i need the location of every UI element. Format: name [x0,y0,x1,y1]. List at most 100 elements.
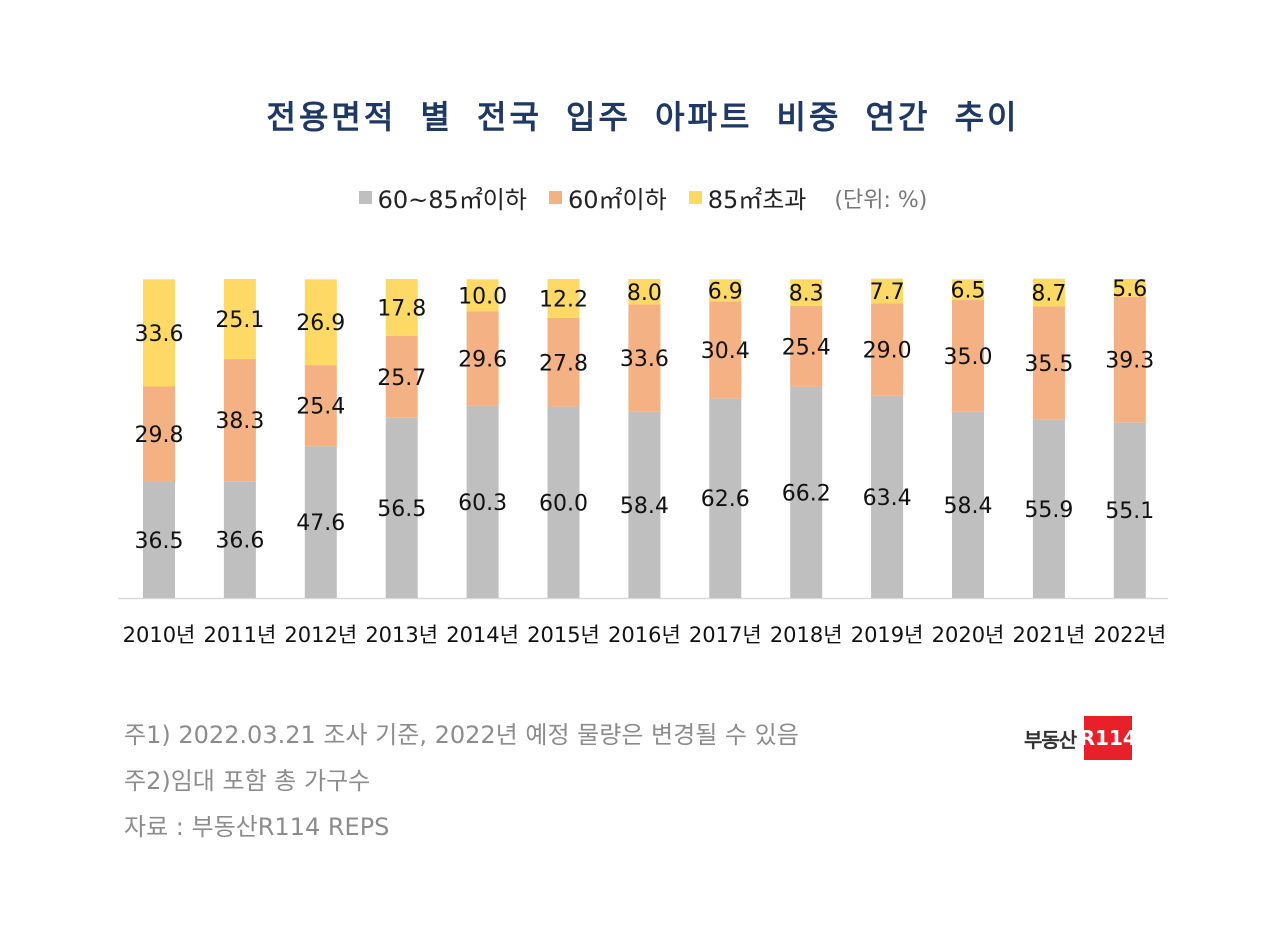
bar-segment-2015년-s0 [547,406,580,598]
bar-segment-2011년-s1 [223,359,256,482]
data-label-2016년-s0: 58.4 [620,494,669,519]
bar-segment-2020년-s1 [952,300,984,412]
bar-segment-2020년-s2 [952,279,984,301]
bar-segment-2010년-s2 [143,279,175,387]
data-label-2022년-s2: 5.6 [1112,277,1147,302]
x-tick-label-2011년: 2011년 [204,623,277,647]
data-label-2010년-s2: 33.6 [135,322,184,347]
x-tick-label-2016년: 2016년 [608,623,681,647]
source-note: 자료 : 부동산R114 REPS [124,813,390,841]
data-label-2010년-s1: 29.8 [135,423,184,448]
note-2: 주2)임대 포함 총 가구수 [124,767,371,795]
bar-segment-2018년-s0 [790,386,823,598]
data-label-2015년-s2: 12.2 [539,287,588,312]
bar-segment-2012년-s2 [304,279,337,366]
legend-label-under-60: 60㎡이하 [567,186,667,214]
bar-segment-2011년-s2 [223,279,256,360]
legend-item-60-85: 60~85㎡이하 [358,180,527,215]
data-label-2017년-s0: 62.6 [701,487,750,512]
data-label-2021년-s1: 35.5 [1024,352,1073,377]
bar-segment-2013년-s0 [385,417,418,598]
legend-swatch-under-60 [548,191,562,204]
bar-segment-2016년-s1 [628,304,661,412]
x-tick-label-2021년: 2021년 [1013,623,1086,647]
note-1: 주1) 2022.03.21 조사 기준, 2022년 예정 물량은 변경될 수… [124,721,799,749]
bar-segment-2013년-s2 [385,279,418,336]
bar-segment-2011년-s0 [223,481,256,598]
x-tick-label-2014년: 2014년 [446,623,519,647]
legend-label-60-85: 60~85㎡이하 [377,186,527,214]
data-label-2021년-s2: 8.7 [1031,282,1066,307]
data-label-2016년-s1: 33.6 [620,347,669,372]
bar-segment-2017년-s0 [709,398,742,598]
data-label-2019년-s1: 29.0 [863,338,912,363]
data-label-2011년-s0: 36.6 [215,529,264,554]
bar-segment-2022년-s0 [1113,422,1146,598]
data-label-2015년-s0: 60.0 [539,491,588,516]
data-label-2019년-s2: 7.7 [870,280,905,305]
x-tick-label-2010년: 2010년 [123,623,196,647]
chart-title: 전용면적 별 전국 입주 아파트 비중 연간 추이 [266,98,1020,136]
data-label-2012년-s2: 26.9 [296,311,345,336]
data-label-2020년-s1: 35.0 [944,345,993,370]
bar-segment-2015년-s1 [547,317,580,407]
bar-segment-2017년-s1 [709,301,742,399]
bar-segment-2012년-s1 [304,365,337,447]
bar-segment-2010년-s1 [143,386,175,482]
bar-segment-2021년-s1 [1032,306,1065,420]
legend-swatch-60-85 [358,191,372,204]
data-label-2013년-s1: 25.7 [377,366,426,391]
data-label-2018년-s1: 25.4 [782,335,831,360]
bar-segment-2014년-s0 [466,405,499,598]
data-label-2021년-s0: 55.9 [1024,498,1073,523]
data-label-2015년-s1: 27.8 [539,351,588,376]
x-tick-label-2017년: 2017년 [689,623,762,647]
data-label-2013년-s2: 17.8 [377,296,426,321]
bar-segment-2016년-s2 [628,279,661,305]
logo-text: 부동산 [1024,727,1077,752]
bar-segment-2014년-s1 [466,311,499,406]
data-label-2014년-s0: 60.3 [458,491,507,516]
x-tick-label-2012년: 2012년 [284,623,357,647]
data-label-2022년-s1: 39.3 [1105,349,1154,374]
data-label-2017년-s2: 6.9 [708,279,743,304]
data-label-2014년-s1: 29.6 [458,347,507,372]
data-label-2019년-s0: 63.4 [863,486,912,511]
bar-segment-2017년-s2 [709,279,742,302]
logo-badge: R114 [1080,716,1137,760]
bar-segment-2019년-s0 [871,395,904,598]
data-label-2010년-s0: 36.5 [135,529,184,554]
unit-label: (단위: %) [834,187,928,213]
data-label-2011년-s1: 38.3 [215,409,264,434]
legend-item-over-85: 85㎡초과 [688,180,807,215]
x-tick-label-2020년: 2020년 [932,623,1005,647]
data-label-2011년-s2: 25.1 [215,308,264,333]
data-label-2018년-s2: 8.3 [789,282,824,307]
bar-segment-2018년-s2 [790,279,823,306]
data-label-2016년-s2: 8.0 [627,281,662,306]
x-tick-label-2019년: 2019년 [851,623,924,647]
bar-segment-2014년-s2 [466,279,499,312]
bar-segment-2010년-s0 [143,481,175,598]
data-label-2020년-s0: 58.4 [944,494,993,519]
bar-segment-2019년-s2 [871,278,904,304]
legend: 60~85㎡이하 60㎡이하 85㎡초과 (단위: %) [0,180,1280,215]
bar-segment-2021년-s2 [1032,278,1065,307]
bar-segment-2022년-s1 [1113,296,1146,423]
bar-segment-2016년-s0 [628,411,661,598]
x-tick-label-2013년: 2013년 [365,623,438,647]
data-label-2018년-s0: 66.2 [782,481,831,506]
bar-segment-2013년-s1 [385,335,418,418]
bar-segment-2020년-s0 [952,411,984,598]
data-label-2013년-s0: 56.5 [377,497,426,522]
data-label-2020년-s2: 6.5 [951,279,986,304]
legend-swatch-over-85 [688,191,702,204]
x-tick-label-2015년: 2015년 [527,623,600,647]
bar-segment-2018년-s1 [790,305,823,387]
r114-logo: 부동산 R114 [1024,716,1137,760]
bar-segment-2022년-s2 [1113,279,1146,297]
data-label-2014년-s2: 10.0 [458,284,507,309]
legend-label-over-85: 85㎡초과 [707,186,807,214]
data-label-2022년-s0: 55.1 [1105,499,1154,524]
